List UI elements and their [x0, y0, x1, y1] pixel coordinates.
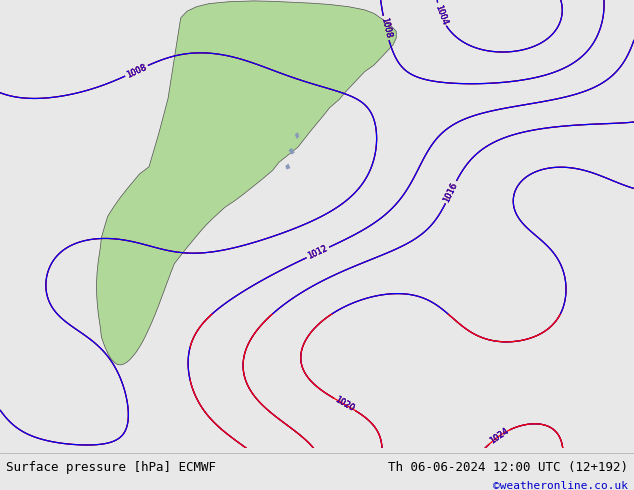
- Point: [0, 444, 5, 452]
- Text: ©weatheronline.co.uk: ©weatheronline.co.uk: [493, 481, 628, 490]
- Point: [0, 444, 5, 452]
- Point: [0, 444, 5, 452]
- Point: [0, 444, 5, 452]
- Text: 1004: 1004: [433, 3, 448, 26]
- Text: 1016: 1016: [443, 181, 460, 204]
- Point: [0, 444, 5, 452]
- Text: Th 06-06-2024 12:00 UTC (12+192): Th 06-06-2024 12:00 UTC (12+192): [387, 461, 628, 474]
- Point: [0, 444, 5, 452]
- Point: [0, 444, 5, 452]
- Text: 1016: 1016: [443, 181, 460, 204]
- Polygon shape: [96, 1, 396, 365]
- Point: [0, 444, 5, 452]
- Text: 1008: 1008: [125, 62, 148, 79]
- Text: 1024: 1024: [488, 426, 510, 446]
- Text: 1020: 1020: [333, 395, 356, 414]
- Point: [0, 444, 5, 452]
- Point: [0, 444, 5, 452]
- Text: Surface pressure [hPa] ECMWF: Surface pressure [hPa] ECMWF: [6, 461, 216, 474]
- Text: 1008: 1008: [379, 17, 392, 39]
- Text: 1008: 1008: [125, 62, 148, 79]
- Polygon shape: [285, 164, 290, 170]
- Text: 1012: 1012: [306, 244, 329, 261]
- Text: 1020: 1020: [333, 395, 356, 414]
- Point: [0, 444, 5, 452]
- Point: [0, 444, 5, 452]
- Text: 1012: 1012: [306, 244, 329, 261]
- Text: 1004: 1004: [433, 3, 448, 26]
- Text: 1020: 1020: [333, 395, 356, 414]
- Polygon shape: [295, 132, 299, 139]
- Point: [0, 444, 5, 452]
- Text: 1012: 1012: [306, 244, 329, 261]
- Text: 1004: 1004: [433, 3, 448, 26]
- Point: [0, 444, 5, 452]
- Text: 1024: 1024: [488, 426, 510, 446]
- Text: 1016: 1016: [443, 181, 460, 204]
- Text: 1024: 1024: [488, 426, 510, 446]
- Text: 1008: 1008: [379, 17, 392, 39]
- Polygon shape: [288, 148, 295, 155]
- Text: 1008: 1008: [125, 62, 148, 79]
- Text: 1008: 1008: [379, 17, 392, 39]
